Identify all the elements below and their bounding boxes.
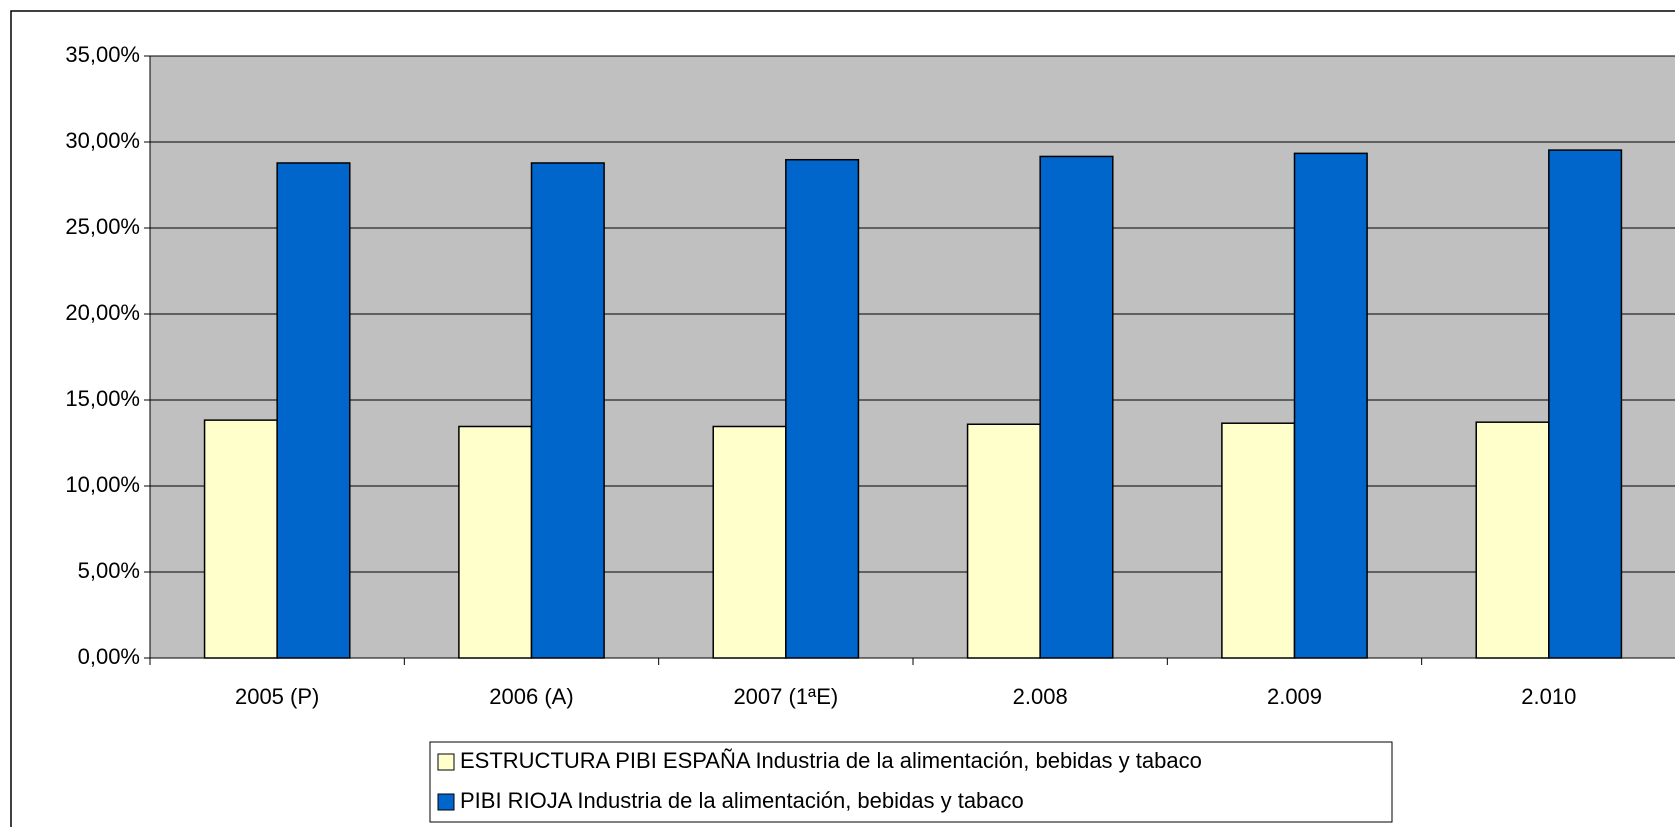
bar bbox=[1548, 149, 1623, 659]
bar bbox=[712, 425, 787, 659]
plot-area bbox=[149, 55, 1675, 659]
y-tick-label: 20,00% bbox=[65, 300, 140, 325]
legend-label: ESTRUCTURA PIBI ESPAÑA Industria de la a… bbox=[460, 748, 1202, 773]
y-tick-label: 25,00% bbox=[65, 214, 140, 239]
bar bbox=[458, 425, 533, 659]
bar bbox=[276, 162, 351, 659]
bar bbox=[966, 423, 1041, 659]
x-tick-label: 2005 (P) bbox=[235, 684, 319, 709]
x-tick-label: 2.009 bbox=[1267, 684, 1322, 709]
legend-swatch bbox=[437, 753, 455, 771]
x-tick-label: 2006 (A) bbox=[489, 684, 573, 709]
legend-label: PIBI RIOJA Industria de la alimentación,… bbox=[460, 788, 1024, 813]
bar bbox=[1221, 422, 1296, 659]
y-tick-label: 30,00% bbox=[65, 128, 140, 153]
bar bbox=[1039, 155, 1114, 659]
x-tick-label: 2007 (1ªE) bbox=[733, 684, 838, 709]
x-tick-label: 2.010 bbox=[1521, 684, 1576, 709]
y-tick-label: 35,00% bbox=[65, 42, 140, 67]
legend-swatch bbox=[437, 793, 455, 811]
y-tick-label: 5,00% bbox=[78, 558, 140, 583]
x-tick-label: 2.008 bbox=[1013, 684, 1068, 709]
legend-box bbox=[429, 741, 1393, 823]
bar bbox=[203, 419, 278, 659]
bar bbox=[530, 162, 605, 659]
bar bbox=[1293, 152, 1368, 659]
bar bbox=[785, 158, 860, 659]
y-tick-label: 10,00% bbox=[65, 472, 140, 497]
y-tick-label: 15,00% bbox=[65, 386, 140, 411]
bar bbox=[1475, 421, 1550, 659]
y-tick-label: 0,00% bbox=[78, 644, 140, 669]
